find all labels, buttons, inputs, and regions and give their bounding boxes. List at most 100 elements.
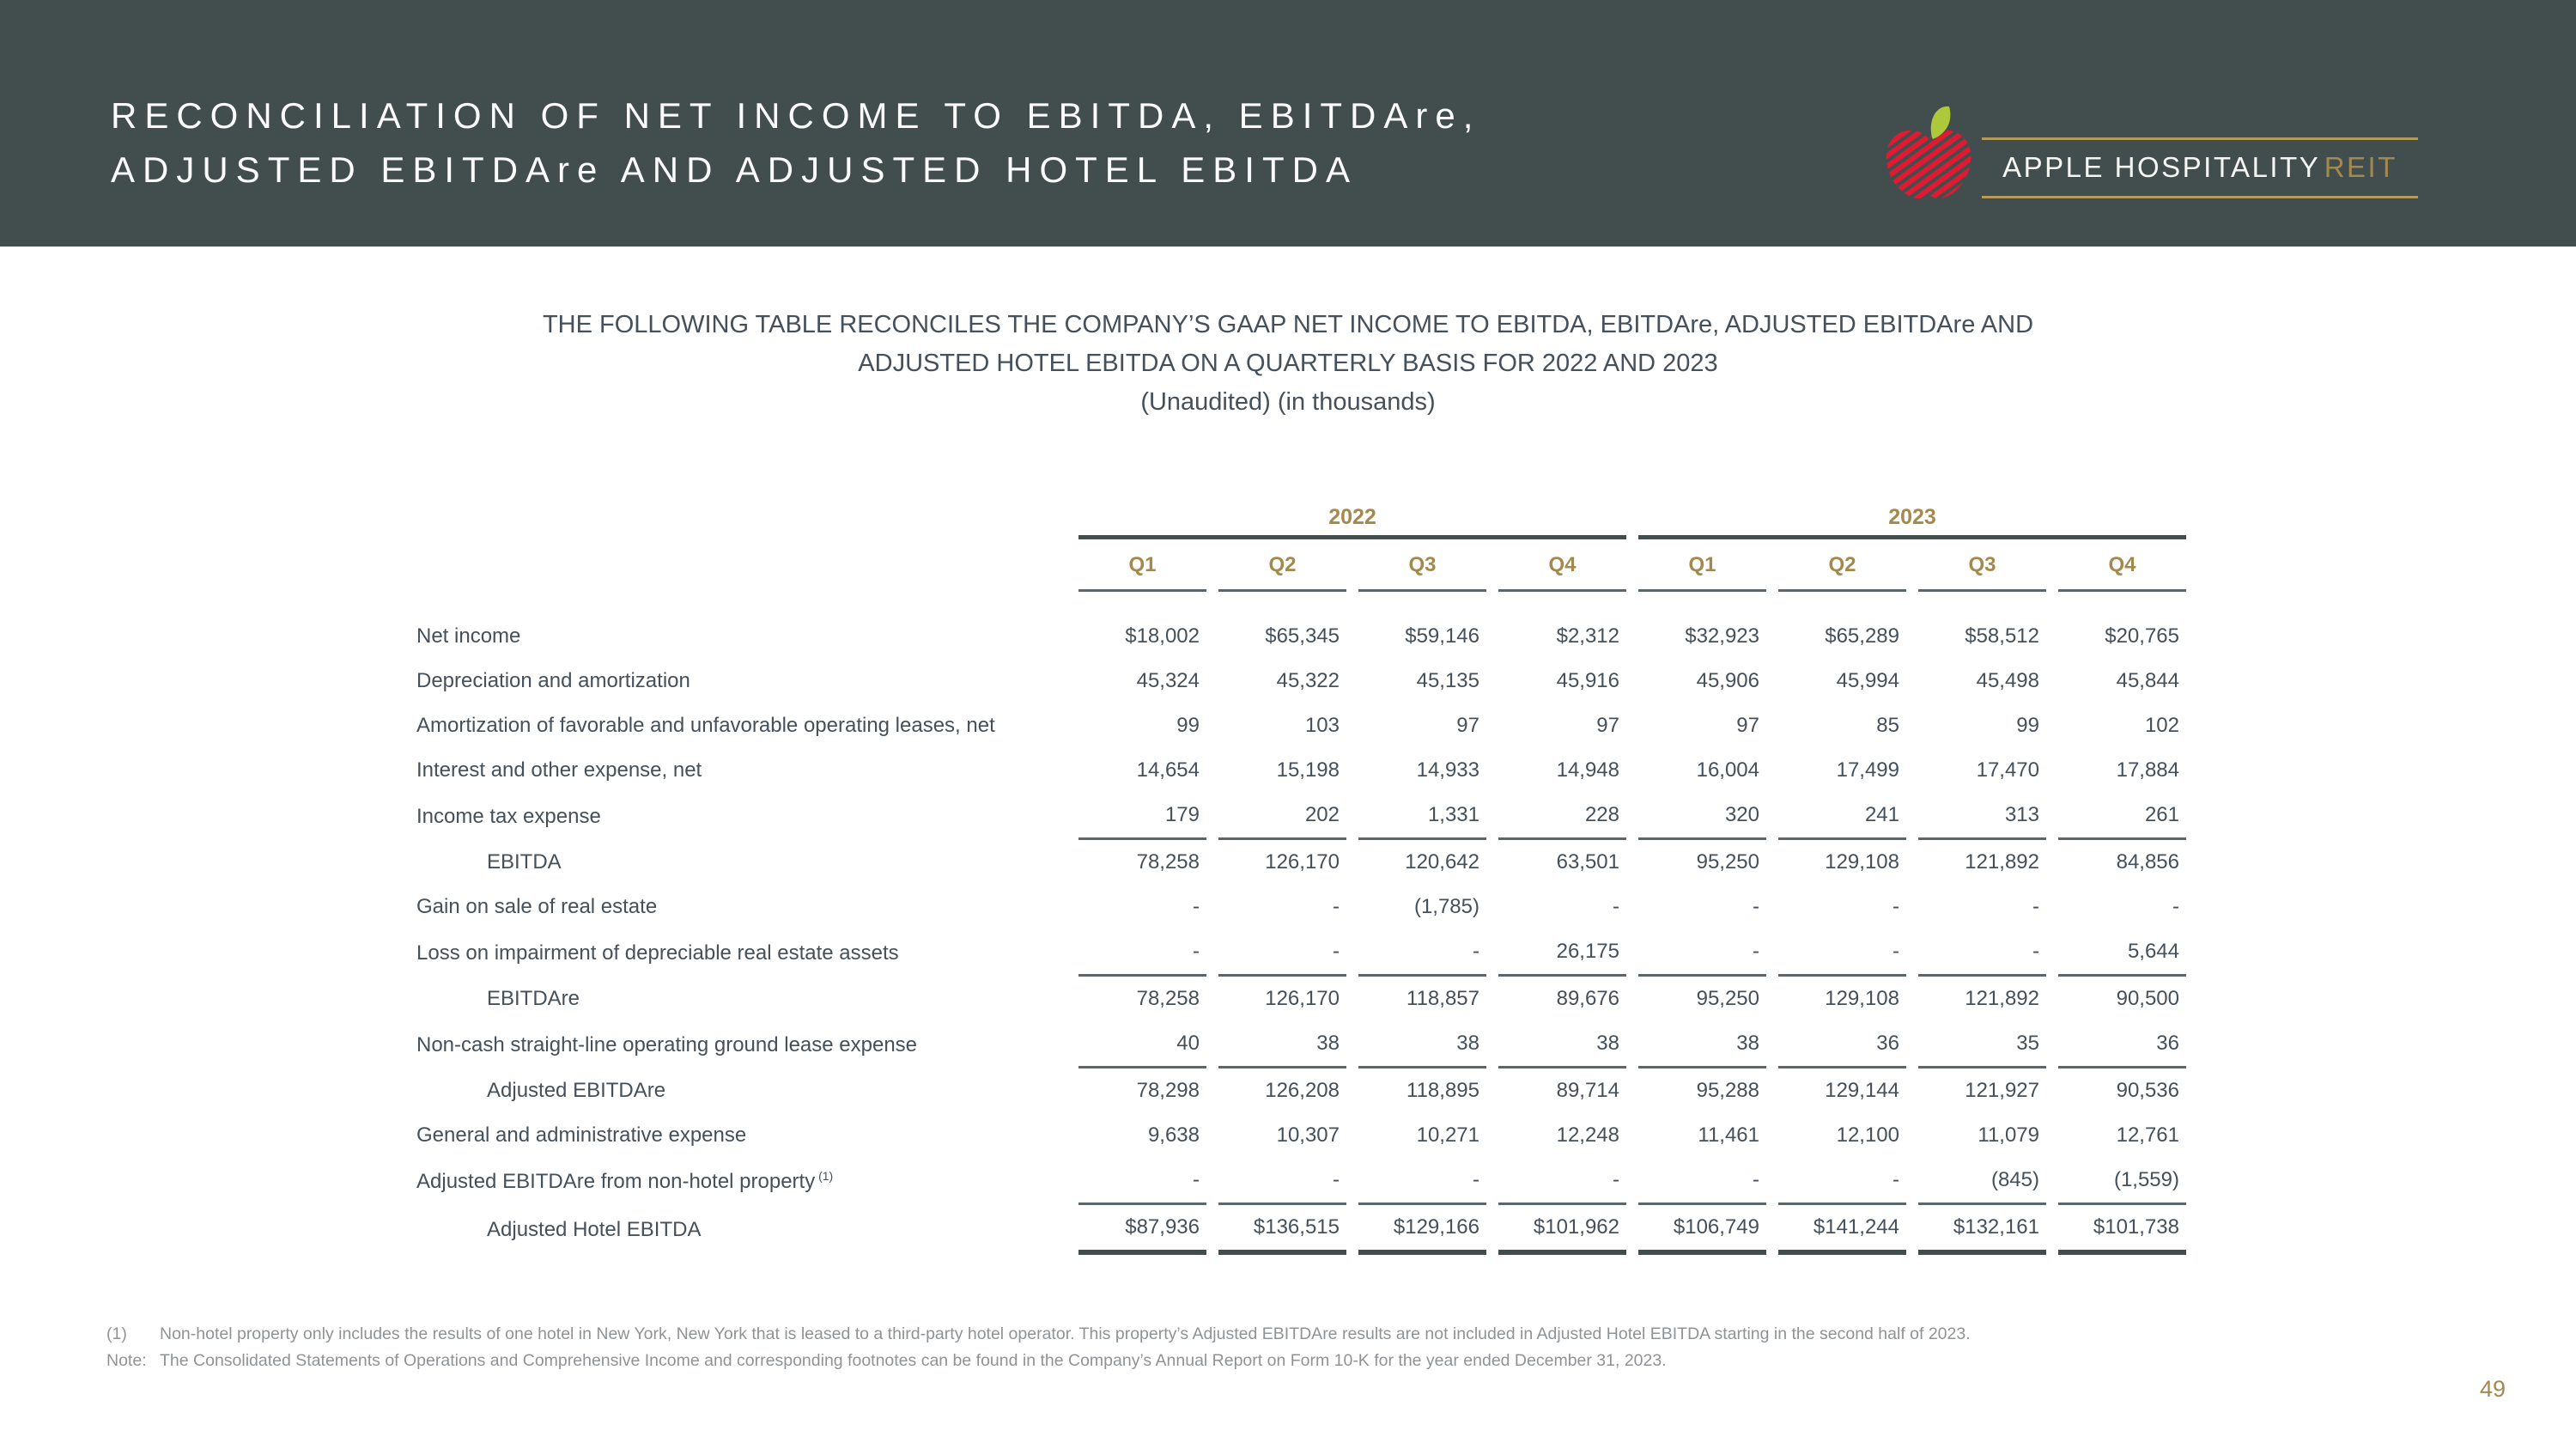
value-cell: 17,884 — [2116, 758, 2179, 782]
value-cell: 35 — [1918, 1021, 2046, 1068]
value-cell: 63,501 — [1556, 850, 1619, 874]
value-cell: 14,948 — [1556, 758, 1619, 782]
value-cell: $58,512 — [1965, 624, 2039, 648]
table-row: General and administrative expense 9,638 1… — [416, 1113, 2186, 1158]
quarter-header: Q4 — [2058, 539, 2186, 592]
value-cell: $136,515 — [1218, 1205, 1346, 1255]
row-label: Net income — [416, 624, 521, 648]
value-cell: $129,166 — [1358, 1205, 1486, 1255]
value-cell: 17,499 — [1836, 758, 1899, 782]
value-cell: - — [1218, 929, 1346, 977]
table-row: Loss on impairment of depreciable real e… — [416, 929, 2186, 977]
value-cell: 313 — [1918, 793, 2046, 840]
quarter-header: Q2 — [1218, 539, 1346, 592]
value-cell: 129,108 — [1825, 850, 1899, 874]
table-row: Depreciation and amortization 45,324 45,32… — [416, 659, 2186, 703]
table-head: 2022 2023 Q1 Q2 Q3 Q4 Q1 Q2 Q3 Q4 — [416, 505, 2186, 592]
value-cell: 120,642 — [1405, 850, 1479, 874]
table-row: Adjusted Hotel EBITDA $87,936 $136,515 $129… — [416, 1205, 2186, 1255]
intro-text: THE FOLLOWING TABLE RECONCILES THE COMPA… — [0, 306, 2576, 422]
value-cell: 90,500 — [2116, 987, 2179, 1010]
table-row: Income tax expense 179 202 1,331 228 320 241 31… — [416, 793, 2186, 840]
value-cell: 45,324 — [1136, 669, 1200, 692]
apple-logo-icon — [1886, 106, 1971, 198]
value-cell: 10,271 — [1416, 1123, 1479, 1147]
value-cell: $2,312 — [1556, 624, 1619, 648]
table-row: EBITDA 78,258 126,170 120,642 63,501 95,250 12… — [416, 840, 2186, 885]
value-cell: - — [2172, 895, 2179, 918]
row-label: Loss on impairment of depreciable real e… — [416, 941, 899, 965]
value-cell: $20,765 — [2105, 624, 2179, 648]
value-cell: - — [1358, 1158, 1486, 1205]
value-cell: 102 — [2144, 714, 2179, 737]
value-cell: 97 — [1596, 714, 1619, 737]
value-cell: 38 — [1638, 1021, 1766, 1068]
value-cell: 26,175 — [1498, 929, 1626, 977]
quarter-header: Q1 — [1638, 539, 1766, 592]
value-cell: $101,962 — [1498, 1205, 1626, 1255]
intro-line2: ADJUSTED HOTEL EBITDA ON A QUARTERLY BAS… — [858, 350, 1718, 377]
value-cell: 45,994 — [1836, 669, 1899, 692]
row-label: Adjusted Hotel EBITDA — [487, 1218, 702, 1241]
value-cell: 129,144 — [1825, 1079, 1899, 1102]
value-cell: 121,892 — [1965, 850, 2039, 874]
value-cell: $32,923 — [1685, 624, 1759, 648]
value-cell: - — [1498, 1158, 1626, 1205]
leaf-shape — [1930, 106, 1951, 139]
value-cell: 202 — [1218, 793, 1346, 840]
quarter-header: Q1 — [1078, 539, 1206, 592]
value-cell: - — [1778, 929, 1906, 977]
value-cell: $59,146 — [1405, 624, 1479, 648]
value-cell: 261 — [2058, 793, 2186, 840]
value-cell: 103 — [1304, 714, 1340, 737]
value-cell: 45,322 — [1276, 669, 1340, 692]
value-cell: 95,250 — [1696, 850, 1759, 874]
value-cell: 78,298 — [1136, 1079, 1200, 1102]
logo-text-frame: APPLE HOSPITALITY REIT — [1982, 137, 2418, 198]
value-cell: 45,498 — [1976, 669, 2039, 692]
value-cell: - — [2032, 895, 2039, 918]
value-cell: 15,198 — [1276, 758, 1340, 782]
row-label: Income tax expense — [416, 804, 601, 828]
value-cell: (845) — [1918, 1158, 2046, 1205]
table-wrap: 2022 2023 Q1 Q2 Q3 Q4 Q1 Q2 Q3 Q4 Net income $18,0… — [404, 505, 2198, 1255]
value-cell: 121,927 — [1965, 1079, 2039, 1102]
value-cell: - — [1193, 895, 1200, 918]
footnotes: (1) Non-hotel property only includes the… — [106, 1321, 2167, 1374]
value-cell: 118,857 — [1406, 987, 1479, 1010]
footnote-1-marker: (1) — [106, 1324, 127, 1343]
table-row: Adjusted EBITDAre from non-hotel propert… — [416, 1158, 2186, 1205]
value-cell: 89,714 — [1556, 1079, 1619, 1102]
value-cell: 12,248 — [1556, 1123, 1619, 1147]
value-cell: $132,161 — [1918, 1205, 2046, 1255]
value-cell: - — [1078, 1158, 1206, 1205]
footnote-note-marker: Note: — [106, 1351, 147, 1370]
value-cell: 45,844 — [2116, 669, 2179, 692]
value-cell: 45,906 — [1696, 669, 1759, 692]
reconciliation-table: 2022 2023 Q1 Q2 Q3 Q4 Q1 Q2 Q3 Q4 Net income $18,0… — [404, 505, 2198, 1255]
value-cell: 84,856 — [2116, 850, 2179, 874]
page-title-line1: RECONCILIATION OF NET INCOME TO EBITDA, … — [111, 95, 1481, 136]
value-cell: 38 — [1498, 1021, 1626, 1068]
value-cell: - — [1778, 1158, 1906, 1205]
value-cell: 17,470 — [1976, 758, 2039, 782]
logo-reit: REIT — [2324, 151, 2397, 183]
value-cell: 38 — [1218, 1021, 1346, 1068]
quarter-header: Q2 — [1778, 539, 1906, 592]
value-cell: 126,170 — [1265, 987, 1340, 1010]
year-header: 2023 — [1638, 505, 2186, 539]
value-cell: $101,738 — [2058, 1205, 2186, 1255]
footnote-1-text: Non-hotel property only includes the res… — [160, 1324, 1971, 1343]
value-cell: 320 — [1638, 793, 1766, 840]
table-row: Non-cash straight-line operating ground … — [416, 1021, 2186, 1068]
value-cell: 11,079 — [1978, 1123, 2039, 1147]
value-cell: $141,244 — [1778, 1205, 1906, 1255]
value-cell: 1,331 — [1358, 793, 1486, 840]
intro-line1: THE FOLLOWING TABLE RECONCILES THE COMPA… — [542, 311, 2034, 338]
value-cell: - — [1918, 929, 2046, 977]
value-cell: $65,289 — [1825, 624, 1899, 648]
year-header-spacer — [416, 505, 1066, 539]
value-cell: 12,100 — [1836, 1123, 1899, 1147]
row-label: Non-cash straight-line operating ground … — [416, 1032, 918, 1056]
value-cell: 179 — [1078, 793, 1206, 840]
